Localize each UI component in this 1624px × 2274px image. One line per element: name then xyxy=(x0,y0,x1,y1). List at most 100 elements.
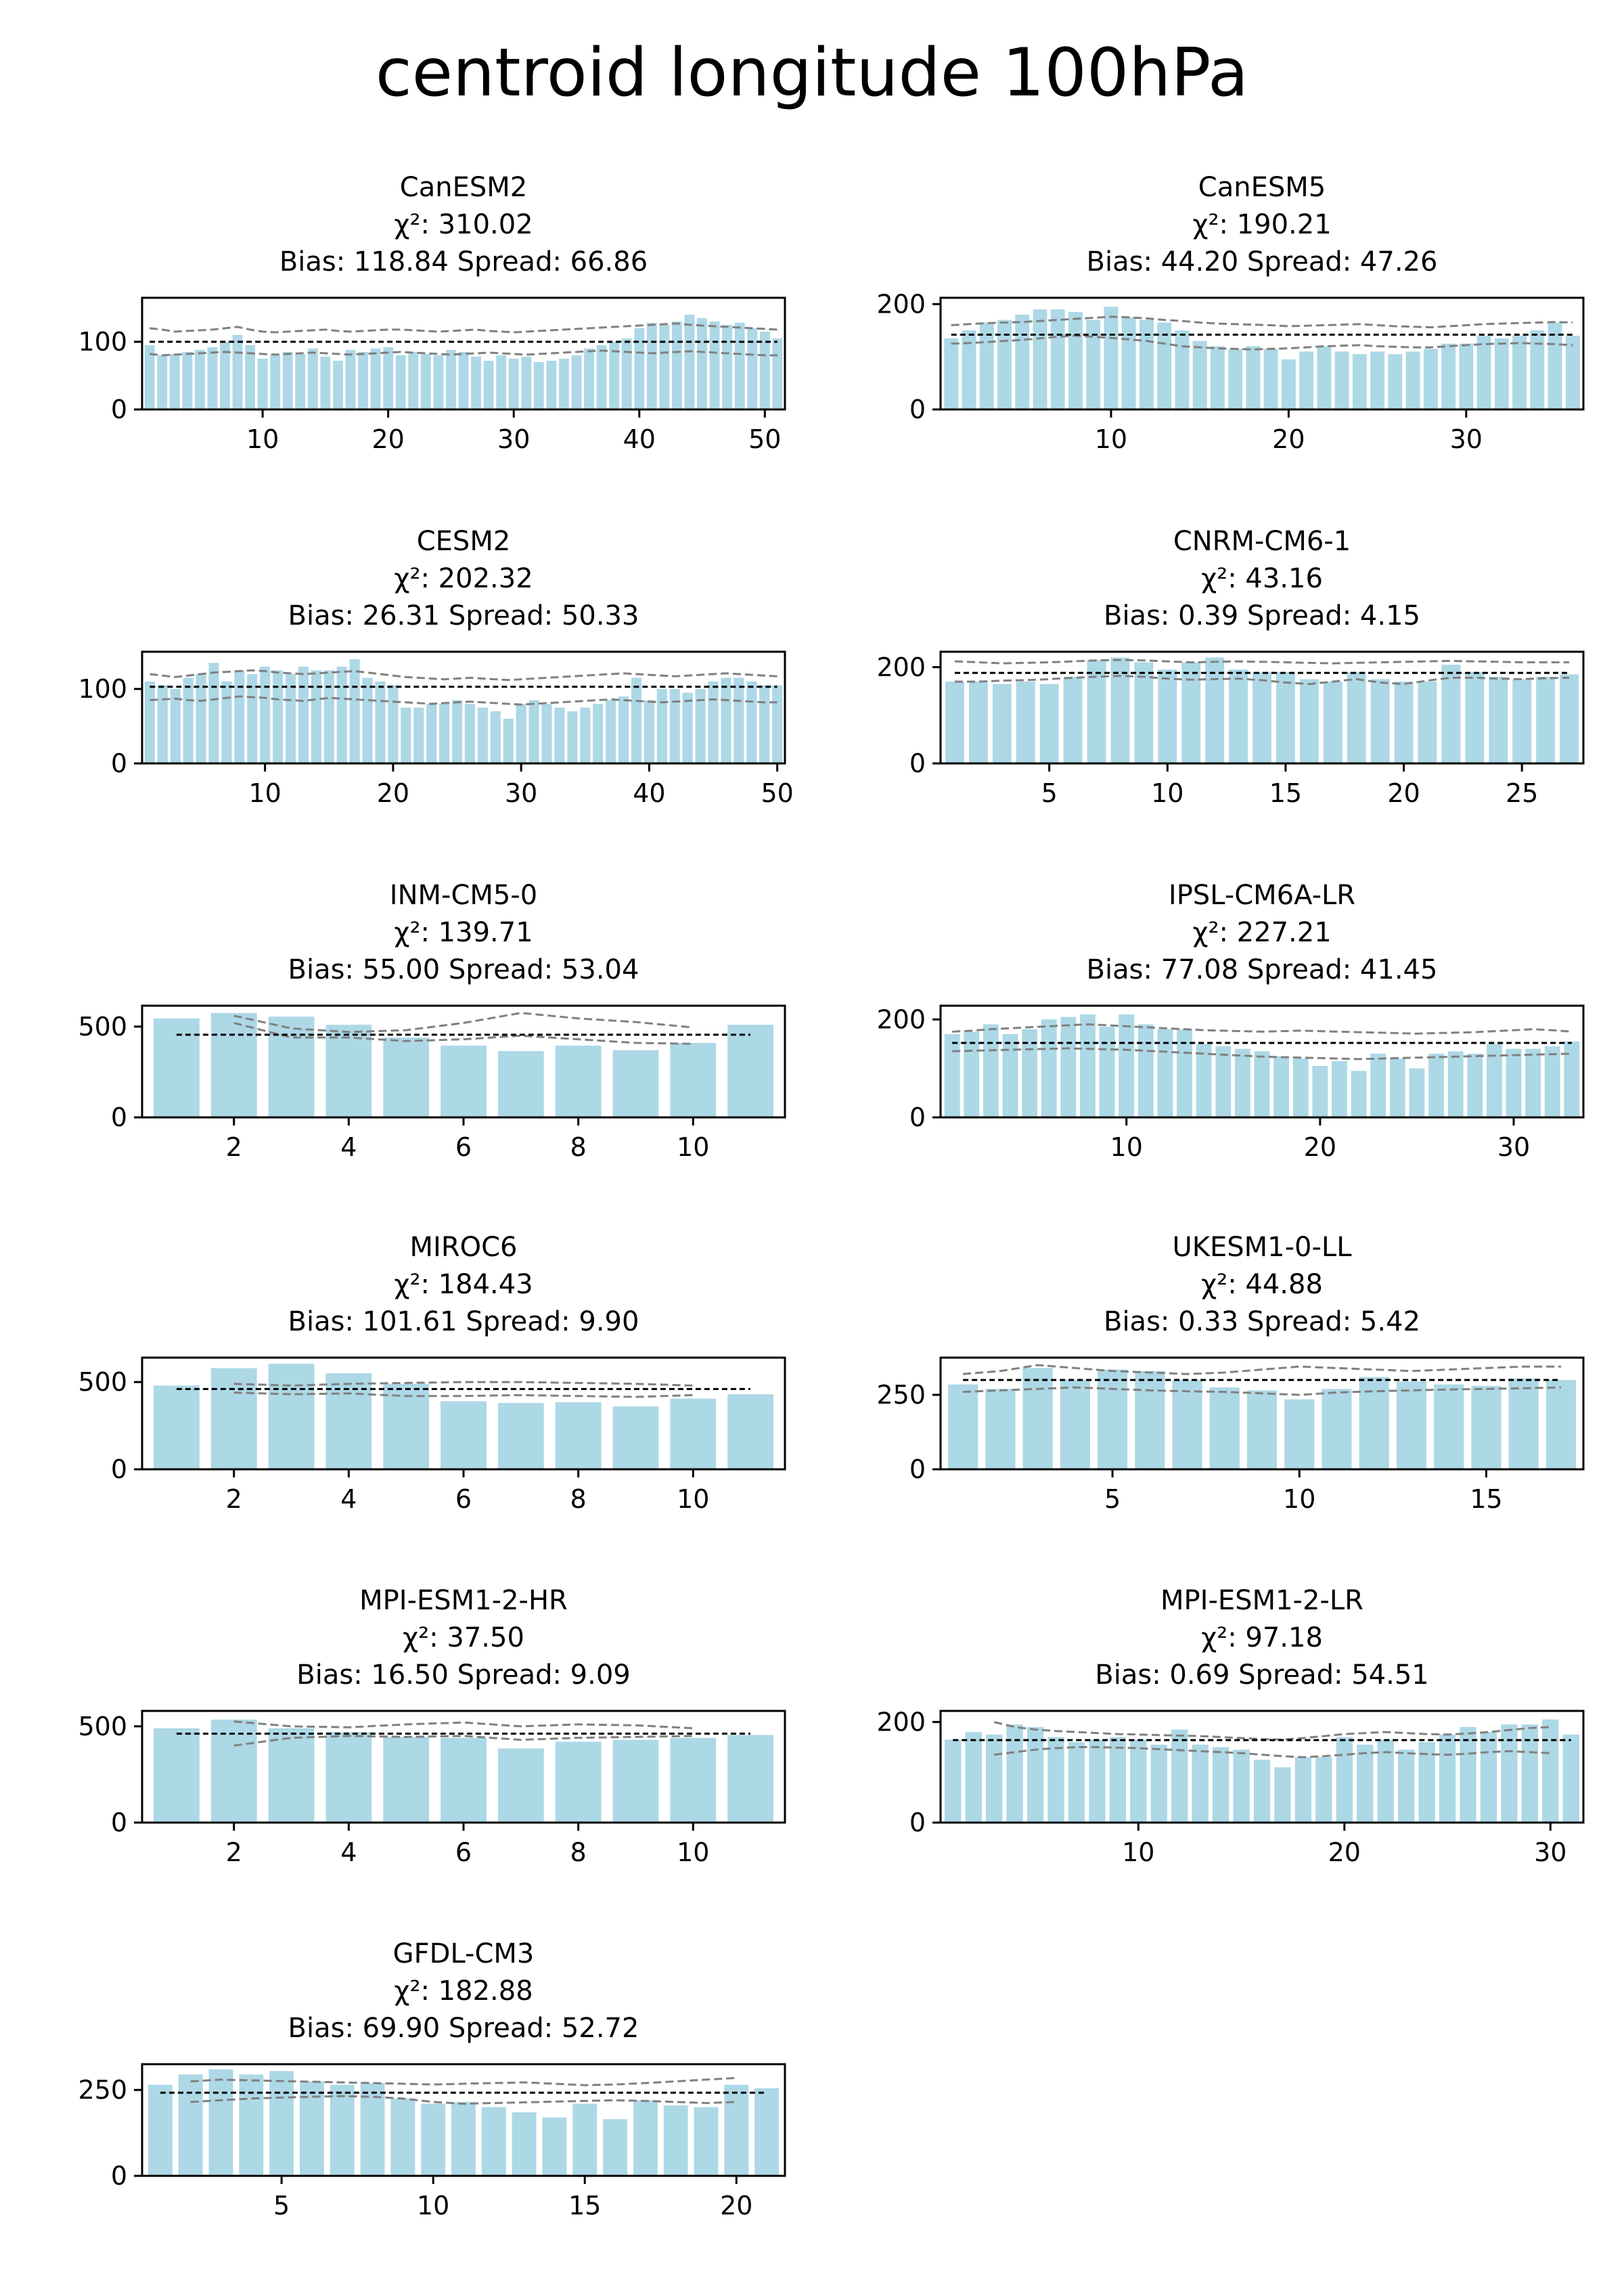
subplot-title: CanESM5 xyxy=(1198,172,1326,203)
bar xyxy=(497,1403,544,1469)
bar xyxy=(320,357,331,409)
band-upper-line xyxy=(233,1012,694,1033)
bar xyxy=(1181,662,1201,763)
y-tick-label: 0 xyxy=(111,749,127,778)
bar xyxy=(965,1732,982,1823)
bar xyxy=(234,670,245,763)
bar xyxy=(157,685,168,763)
bar xyxy=(1332,1061,1347,1117)
chi2-label: χ²: 227.21 xyxy=(1192,917,1331,948)
bar xyxy=(1104,307,1119,409)
bar xyxy=(1175,330,1190,409)
x-tick-label: 30 xyxy=(1534,1837,1566,1867)
bar xyxy=(362,677,373,763)
bar xyxy=(747,328,758,409)
bar xyxy=(153,1018,200,1117)
bar xyxy=(1276,671,1295,763)
band-upper-line xyxy=(149,322,777,334)
bar xyxy=(1209,1387,1240,1469)
band-upper-line xyxy=(233,1720,694,1730)
bar xyxy=(420,354,431,409)
bar xyxy=(210,1012,257,1117)
bar xyxy=(746,682,757,763)
bar xyxy=(441,1401,487,1469)
x-tick-label: 30 xyxy=(1450,424,1483,454)
chi2-label: χ²: 310.02 xyxy=(394,209,533,240)
bar xyxy=(621,338,632,409)
bar xyxy=(401,707,411,763)
bar xyxy=(323,670,334,763)
bar xyxy=(295,354,306,409)
bar xyxy=(1299,679,1319,763)
bar xyxy=(1050,309,1065,409)
bar xyxy=(311,670,321,763)
bar xyxy=(1465,671,1485,763)
plot-area xyxy=(948,1364,1576,1469)
bar xyxy=(1063,676,1083,763)
band-lower-line xyxy=(233,1735,694,1747)
bar xyxy=(383,1737,430,1823)
y-tick-label: 0 xyxy=(111,1102,127,1132)
bar xyxy=(1357,1744,1374,1823)
bar xyxy=(697,318,707,409)
bar xyxy=(1544,1046,1560,1117)
subplot-11: GFDL-CM3 χ²: 182.88 Bias: 69.90 Spread: 52… xyxy=(78,1938,786,2221)
bar xyxy=(684,315,695,409)
band-upper-line xyxy=(962,1364,1561,1375)
bar xyxy=(1418,1742,1435,1823)
bar xyxy=(1109,1737,1127,1823)
band-lower-line xyxy=(952,1047,1572,1061)
bar xyxy=(196,674,206,763)
bar xyxy=(268,1364,315,1469)
bar xyxy=(659,325,670,409)
bar xyxy=(157,355,168,409)
bar xyxy=(1560,674,1579,763)
band-upper-line xyxy=(993,1720,1551,1741)
bar xyxy=(596,345,607,409)
x-tick-label: 6 xyxy=(455,1132,472,1162)
bar xyxy=(1080,1015,1096,1117)
plot-area xyxy=(153,1364,774,1469)
bar xyxy=(1389,1058,1405,1117)
bar xyxy=(1210,346,1225,409)
band-upper-line xyxy=(150,669,777,682)
subplot-title: GFDL-CM3 xyxy=(393,1938,535,1969)
subplot-10: MPI-ESM1-2-LR χ²: 97.18 Bias: 0.69 Spread:… xyxy=(876,1585,1585,1867)
plot-area xyxy=(944,307,1580,409)
bar xyxy=(1274,1767,1291,1823)
y-tick-label: 0 xyxy=(909,1102,926,1132)
bar xyxy=(983,1024,999,1117)
bar xyxy=(1476,336,1491,409)
chi2-label: χ²: 202.32 xyxy=(394,563,533,594)
bar xyxy=(572,2103,597,2176)
bar xyxy=(260,667,271,763)
bar xyxy=(1542,1719,1559,1823)
band-lower-line xyxy=(994,1746,1551,1758)
bar xyxy=(490,711,501,763)
bar xyxy=(1022,1368,1053,1469)
bar xyxy=(1359,1377,1389,1469)
bar xyxy=(631,677,642,763)
axes-frame xyxy=(939,1710,1585,1824)
chi2-label: χ²: 37.50 xyxy=(403,1622,524,1653)
bar xyxy=(1489,676,1508,763)
bar xyxy=(1284,1399,1315,1469)
y-tick-label: 500 xyxy=(78,1712,127,1741)
bar xyxy=(1336,1737,1353,1823)
bar xyxy=(1254,1051,1270,1117)
bar xyxy=(1212,1747,1230,1823)
bar xyxy=(1447,1051,1464,1117)
axes-frame xyxy=(939,1004,1585,1119)
bar xyxy=(257,359,268,409)
band-lower-line xyxy=(190,2095,737,2105)
chi2-label: χ²: 97.18 xyxy=(1201,1622,1323,1653)
bar xyxy=(644,700,654,763)
bar xyxy=(458,352,469,409)
bar xyxy=(1086,319,1101,409)
bar xyxy=(496,355,507,409)
subplot-9: MPI-ESM1-2-HR χ²: 37.50 Bias: 16.50 Spread… xyxy=(78,1585,786,1867)
subplot-title: MPI-ESM1-2-LR xyxy=(1160,1585,1363,1616)
bar xyxy=(153,1385,200,1469)
bar xyxy=(446,350,456,409)
bar xyxy=(1033,309,1047,409)
